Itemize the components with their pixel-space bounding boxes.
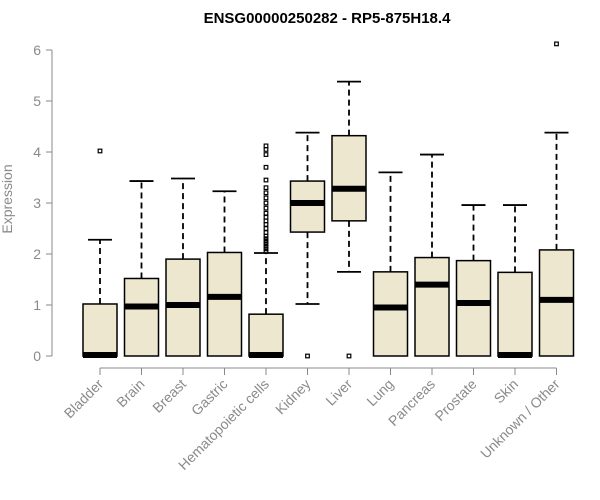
x-tick-label: Unknown / Other [477, 376, 563, 462]
box-unknown-other [538, 41, 575, 357]
outlier-point [263, 230, 269, 235]
box-iqr [497, 271, 533, 357]
y-tick-label: 2 [33, 246, 41, 262]
chart-title: ENSG00000250282 - RP5-875H18.4 [204, 10, 451, 27]
box-hematopoietic-cells [248, 143, 284, 358]
outlier-point [263, 210, 269, 216]
box-series [82, 41, 575, 359]
x-tick-label: Bladder [61, 376, 107, 422]
outlier-point [263, 236, 269, 242]
outlier-point [263, 214, 269, 220]
x-tick-label: Prostate [431, 376, 479, 424]
outlier-point [263, 238, 269, 244]
outlier-point [263, 185, 269, 191]
box-gastric [206, 190, 243, 357]
outlier-point [263, 190, 269, 196]
outlier-point [263, 200, 269, 206]
box-iqr [372, 271, 409, 357]
y-tick-label: 4 [33, 144, 41, 160]
box-iqr [538, 249, 575, 357]
outlier-point [346, 353, 352, 359]
y-axis: 0 1 2 3 4 5 6 [33, 42, 53, 364]
y-tick-label: 1 [33, 297, 41, 313]
box-brain [123, 180, 160, 357]
box-iqr [289, 180, 326, 233]
box-iqr [331, 134, 367, 222]
box-iqr [82, 303, 118, 357]
box-kidney [289, 131, 326, 359]
box-iqr [123, 277, 160, 357]
outlier-point [263, 143, 269, 149]
box-prostate [455, 204, 492, 357]
box-iqr [414, 256, 450, 357]
outlier-point [263, 152, 269, 157]
y-tick-label: 6 [33, 42, 41, 58]
box-skin [497, 204, 533, 358]
x-tick-label: Kidney [272, 376, 314, 418]
x-tick-label: Brain [113, 376, 147, 410]
x-tick-label: Lung [363, 376, 396, 409]
outlier-point [97, 148, 103, 154]
outlier-point [263, 243, 269, 249]
outlier-point [263, 249, 269, 254]
box-iqr [206, 251, 243, 357]
outlier-point [263, 205, 269, 211]
outlier-point [554, 41, 559, 47]
x-tick-label: Breast [149, 376, 189, 416]
outlier-point [263, 246, 269, 252]
box-liver [331, 80, 367, 359]
y-tick-label: 0 [33, 348, 41, 364]
outlier-point [263, 177, 269, 183]
outlier-point [263, 241, 269, 247]
box-iqr [248, 313, 284, 357]
box-bladder [82, 148, 118, 358]
y-tick-label: 3 [33, 195, 41, 211]
x-tick-label: Liver [322, 376, 355, 409]
y-axis-label: Expression [0, 164, 15, 233]
box-lung [372, 171, 409, 357]
box-pancreas [414, 153, 450, 357]
box-breast [165, 177, 201, 357]
box-iqr [455, 259, 492, 357]
outlier-point [305, 353, 310, 359]
outlier-point [263, 195, 269, 201]
x-tick-label: Skin [491, 376, 522, 407]
y-tick-label: 5 [33, 93, 41, 109]
outlier-point [263, 164, 269, 170]
outlier-point [263, 226, 269, 231]
